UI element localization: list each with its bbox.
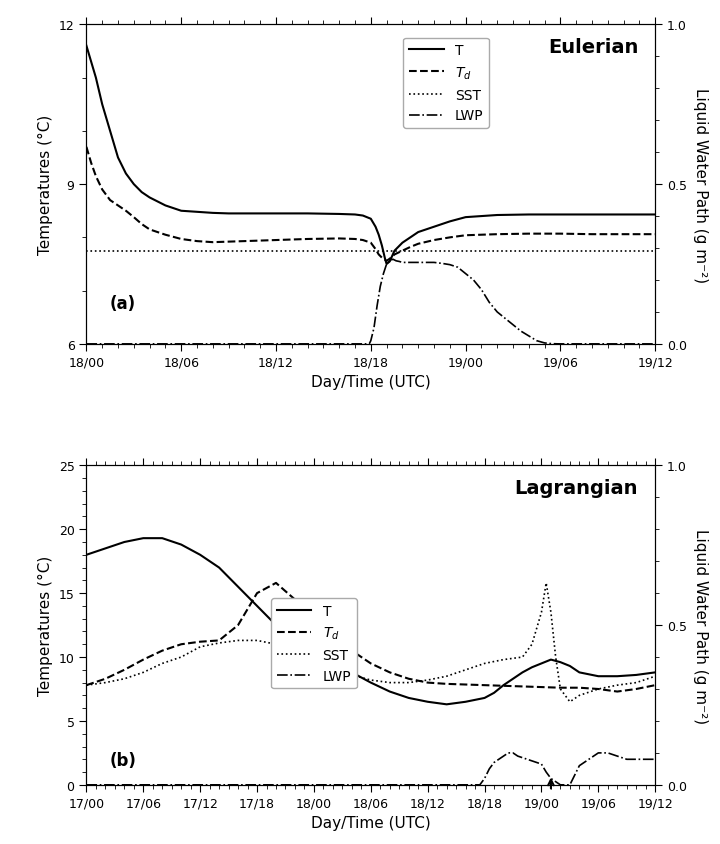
Text: Lagrangian: Lagrangian [515, 479, 638, 497]
Text: Eulerian: Eulerian [548, 38, 638, 57]
Text: (a): (a) [109, 295, 135, 312]
Y-axis label: Temperatures (°C): Temperatures (°C) [38, 115, 53, 255]
Legend: T, $T_d$, SST, LWP: T, $T_d$, SST, LWP [403, 39, 489, 129]
X-axis label: Day/Time (UTC): Day/Time (UTC) [311, 815, 431, 830]
Legend: T, $T_d$, SST, LWP: T, $T_d$, SST, LWP [271, 598, 356, 689]
Text: (b): (b) [109, 751, 136, 769]
Y-axis label: Liquid Water Path (g m⁻²): Liquid Water Path (g m⁻²) [693, 88, 708, 283]
X-axis label: Day/Time (UTC): Day/Time (UTC) [311, 375, 431, 390]
Y-axis label: Liquid Water Path (g m⁻²): Liquid Water Path (g m⁻²) [693, 528, 708, 722]
Y-axis label: Temperatures (°C): Temperatures (°C) [38, 555, 53, 695]
